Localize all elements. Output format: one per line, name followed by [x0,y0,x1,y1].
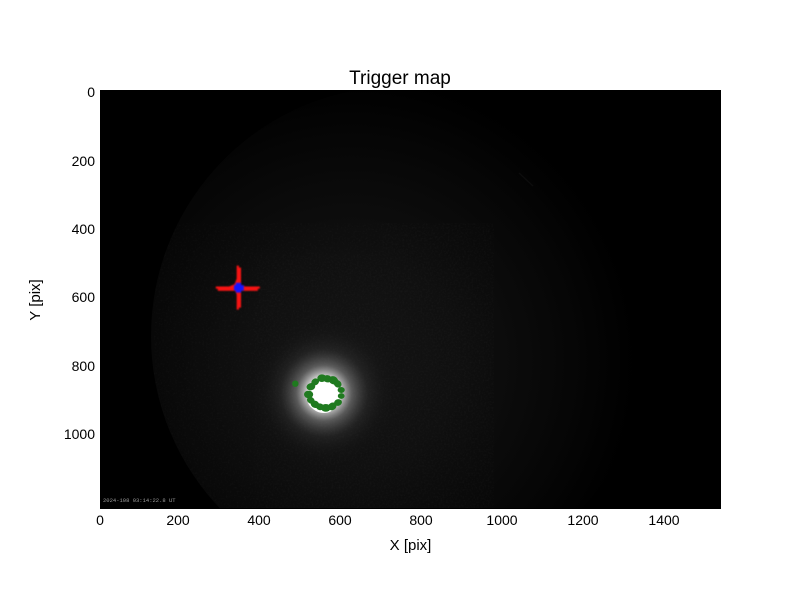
svg-text:2024-108 03:14:22.8 UT: 2024-108 03:14:22.8 UT [103,497,176,504]
